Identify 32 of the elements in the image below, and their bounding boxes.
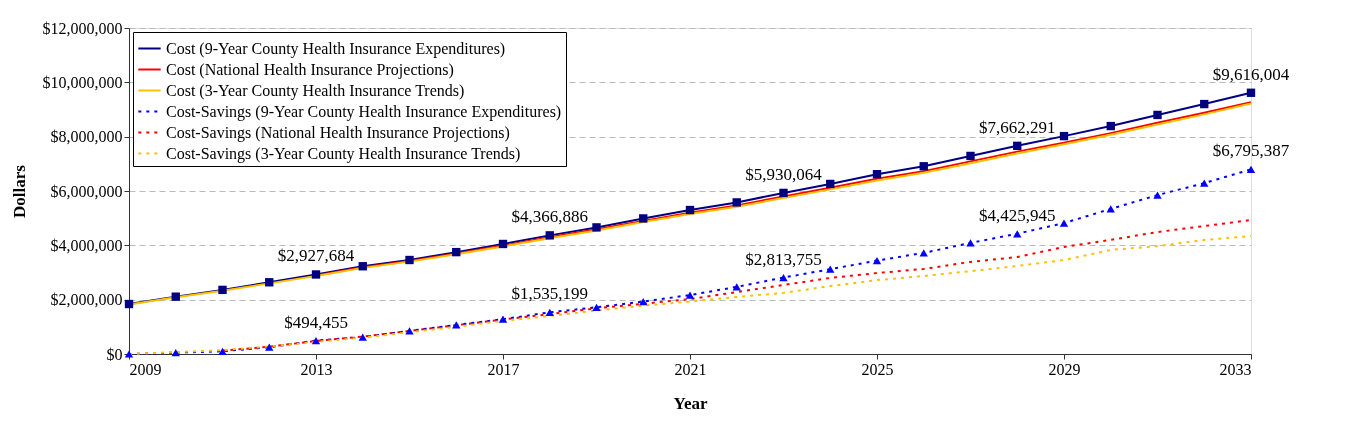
y-tick-label: $4,000,000 (50, 236, 123, 254)
annotation: $2,927,684 (277, 246, 355, 266)
annotation: $1,535,199 (511, 284, 588, 304)
annotation: $494,455 (284, 312, 348, 332)
x-tick-label: 2033 (1219, 360, 1252, 378)
y-tick-label: $8,000,000 (50, 128, 123, 146)
annotation: $6,795,387 (1212, 141, 1290, 161)
y-tick-label: $12,000,000 (42, 19, 123, 37)
annotation: $9,616,004 (1212, 64, 1290, 84)
x-tick-label: 2029 (1048, 360, 1081, 378)
x-tick-label: 2013 (300, 360, 333, 378)
y-tick-label: $2,000,000 (50, 291, 123, 309)
annotation: $2,813,755 (745, 249, 822, 269)
y-tick-label: $10,000,000 (42, 73, 123, 91)
legend-label: Cost-Savings (3-Year County Health Insurance Trends) (166, 144, 521, 163)
legend-label: Cost-Savings (9-Year County Health Insurance Expenditures) (166, 102, 562, 121)
x-tick-label: 2009 (129, 360, 162, 378)
annotation: $7,662,291 (979, 117, 1056, 137)
x-tick-label: 2017 (487, 360, 520, 378)
legend-label: Cost (3-Year County Health Insurance Trends) (166, 81, 465, 100)
x-axis-title: Year (673, 393, 708, 413)
x-tick-label: 2025 (861, 360, 894, 378)
y-axis-title: Dollars (9, 164, 29, 218)
legend-label: Cost (National Health Insurance Projections) (166, 60, 454, 79)
annotation: $4,425,945 (979, 205, 1056, 225)
legend-label: Cost-Savings (National Health Insurance Projections) (166, 123, 510, 142)
x-tick-label: 2021 (674, 360, 707, 378)
annotation: $4,366,886 (511, 207, 588, 227)
y-tick-label: $0 (106, 345, 123, 363)
y-tick-label: $6,000,000 (50, 182, 123, 200)
annotation: $5,930,064 (745, 164, 823, 184)
legend-label: Cost (9-Year County Health Insurance Expenditures) (166, 39, 506, 58)
